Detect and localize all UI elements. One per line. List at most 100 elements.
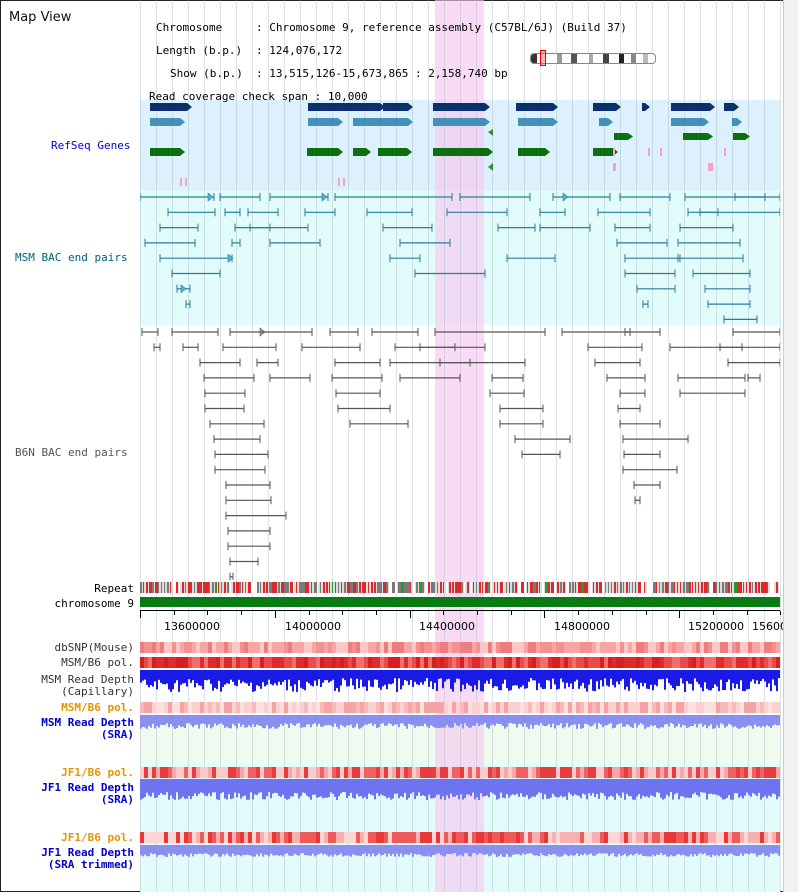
depth-bar[interactable] [388, 779, 390, 798]
depth-bar[interactable] [504, 670, 506, 680]
depth-bar[interactable] [470, 779, 472, 797]
bac-arrow[interactable] [207, 192, 214, 202]
depth-bar[interactable] [266, 779, 268, 797]
depth-bar[interactable] [496, 670, 498, 687]
depth-bar[interactable] [632, 845, 634, 856]
depth-bar[interactable] [672, 779, 674, 800]
depth-bar[interactable] [720, 715, 722, 724]
depth-bar[interactable] [146, 715, 148, 729]
depth-bar[interactable] [600, 715, 602, 725]
depth-bar[interactable] [362, 779, 364, 799]
depth-bar[interactable] [448, 715, 450, 728]
depth-bar[interactable] [146, 670, 148, 685]
depth-bar[interactable] [568, 845, 570, 857]
depth-bar[interactable] [558, 670, 560, 689]
depth-bar[interactable] [308, 715, 310, 725]
depth-bar[interactable] [530, 845, 532, 854]
depth-bar[interactable] [244, 845, 246, 856]
depth-bar[interactable] [292, 845, 294, 856]
depth-bar[interactable] [302, 670, 304, 689]
depth-bar[interactable] [518, 845, 520, 855]
depth-bar[interactable] [696, 715, 698, 728]
depth-bar[interactable] [434, 845, 436, 855]
depth-bar[interactable] [726, 715, 728, 727]
depth-bar[interactable] [596, 845, 598, 855]
depth-bar[interactable] [338, 670, 340, 692]
depth-bar[interactable] [348, 779, 350, 796]
gene-exon[interactable] [733, 133, 745, 140]
depth-bar[interactable] [434, 715, 436, 728]
depth-bar[interactable] [282, 845, 284, 857]
depth-bar[interactable] [194, 779, 196, 794]
depth-bar[interactable] [460, 845, 462, 855]
depth-bar[interactable] [668, 670, 670, 684]
depth-bar[interactable] [326, 779, 328, 798]
depth-bar[interactable] [386, 779, 388, 799]
depth-bar[interactable] [216, 670, 218, 689]
depth-bar[interactable] [178, 779, 180, 800]
depth-bar[interactable] [740, 670, 742, 681]
depth-bar[interactable] [284, 845, 286, 855]
depth-bar[interactable] [494, 670, 496, 687]
depth-bar[interactable] [264, 715, 266, 729]
depth-bar[interactable] [204, 779, 206, 796]
depth-bar[interactable] [624, 845, 626, 854]
depth-bar[interactable] [594, 670, 596, 692]
depth-bar[interactable] [394, 670, 396, 679]
depth-bar[interactable] [194, 670, 196, 688]
depth-bar[interactable] [696, 845, 698, 856]
depth-bar[interactable] [644, 670, 646, 684]
depth-bar[interactable] [484, 715, 486, 724]
depth-bar[interactable] [218, 779, 220, 800]
depth-bar[interactable] [746, 715, 748, 727]
depth-bar[interactable] [452, 715, 454, 728]
depth-bar[interactable] [468, 715, 470, 728]
depth-bar[interactable] [534, 670, 536, 681]
gene-arrow[interactable] [553, 118, 558, 126]
depth-bar[interactable] [742, 845, 744, 856]
depth-bar[interactable] [410, 670, 412, 681]
depth-bar[interactable] [338, 715, 340, 729]
depth-bar[interactable] [694, 845, 696, 855]
depth-bar[interactable] [710, 715, 712, 725]
gene-arrow[interactable] [488, 129, 493, 136]
depth-bar[interactable] [232, 779, 234, 799]
depth-bar[interactable] [152, 670, 154, 687]
depth-bar[interactable] [238, 845, 240, 855]
gene-exon[interactable] [518, 148, 545, 156]
depth-bar[interactable] [416, 670, 418, 685]
depth-bar[interactable] [316, 715, 318, 727]
depth-bar[interactable] [354, 845, 356, 856]
depth-bar[interactable] [444, 779, 446, 800]
depth-bar[interactable] [638, 779, 640, 795]
depth-bar[interactable] [202, 779, 204, 794]
depth-bar[interactable] [694, 779, 696, 793]
depth-bar[interactable] [304, 715, 306, 727]
depth-bar[interactable] [730, 715, 732, 725]
depth-bar[interactable] [492, 670, 494, 688]
depth-bar[interactable] [752, 670, 754, 680]
gene-arrow[interactable] [645, 103, 650, 111]
depth-bar[interactable] [620, 845, 622, 857]
depth-bar[interactable] [602, 670, 604, 687]
depth-bar[interactable] [580, 845, 582, 855]
depth-bar[interactable] [518, 670, 520, 689]
depth-bar[interactable] [748, 845, 750, 855]
depth-bar[interactable] [478, 670, 480, 681]
depth-bar[interactable] [392, 779, 394, 799]
depth-bar[interactable] [646, 670, 648, 689]
depth-bar[interactable] [590, 845, 592, 854]
depth-bar[interactable] [738, 845, 740, 856]
depth-bar[interactable] [304, 845, 306, 856]
depth-bar[interactable] [698, 779, 700, 797]
depth-bar[interactable] [666, 670, 668, 679]
depth-bar[interactable] [520, 845, 522, 856]
depth-bar[interactable] [156, 715, 158, 727]
depth-bar[interactable] [522, 715, 524, 727]
depth-bar[interactable] [580, 670, 582, 686]
depth-bar[interactable] [600, 845, 602, 854]
gene-arrow[interactable] [737, 118, 742, 126]
depth-bar[interactable] [630, 779, 632, 797]
depth-bar[interactable] [200, 670, 202, 686]
depth-bar[interactable] [718, 845, 720, 857]
